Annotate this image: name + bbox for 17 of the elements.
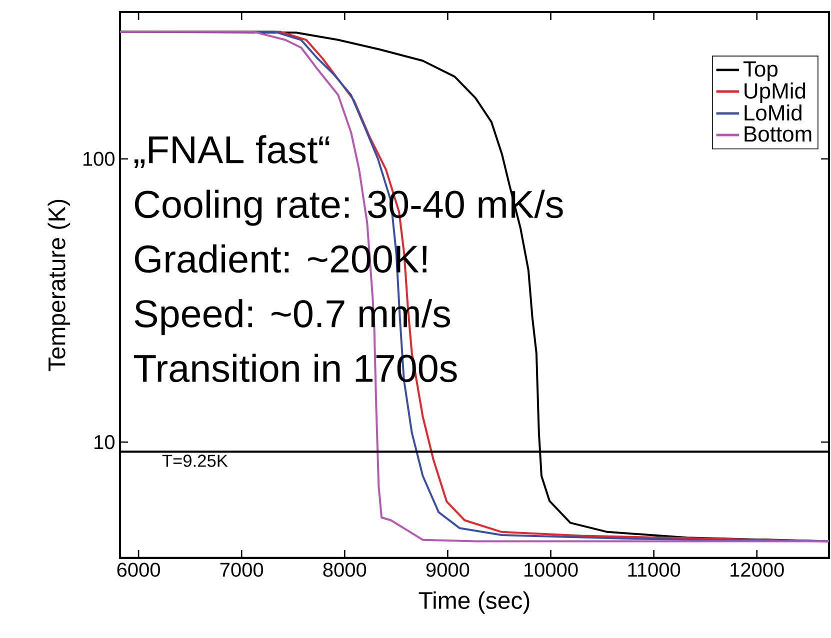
legend-label: UpMid: [744, 82, 806, 104]
annotation: „FNAL fast“: [134, 135, 330, 168]
x-tick-label: 9000: [426, 562, 470, 577]
x-tick-label: 8000: [323, 562, 366, 577]
x-tick-label: 11000: [628, 562, 680, 577]
y-axis-title: Temperature (K): [48, 200, 70, 372]
x-tick-label: 10000: [524, 562, 578, 577]
y-tick-label: 100: [83, 152, 114, 166]
x-tick-label: 6000: [117, 562, 160, 577]
legend-label: LoMid: [744, 104, 802, 121]
y-tick-label: 10: [94, 435, 114, 450]
legend-label: Bottom: [744, 126, 812, 142]
x-axis-title: Time (sec): [418, 591, 530, 614]
legend-label: Top: [743, 61, 778, 82]
x-tick-label: 7000: [220, 562, 264, 577]
ref-line-label: T=9.25K: [162, 454, 228, 467]
x-tick-label: 12000: [730, 562, 784, 577]
